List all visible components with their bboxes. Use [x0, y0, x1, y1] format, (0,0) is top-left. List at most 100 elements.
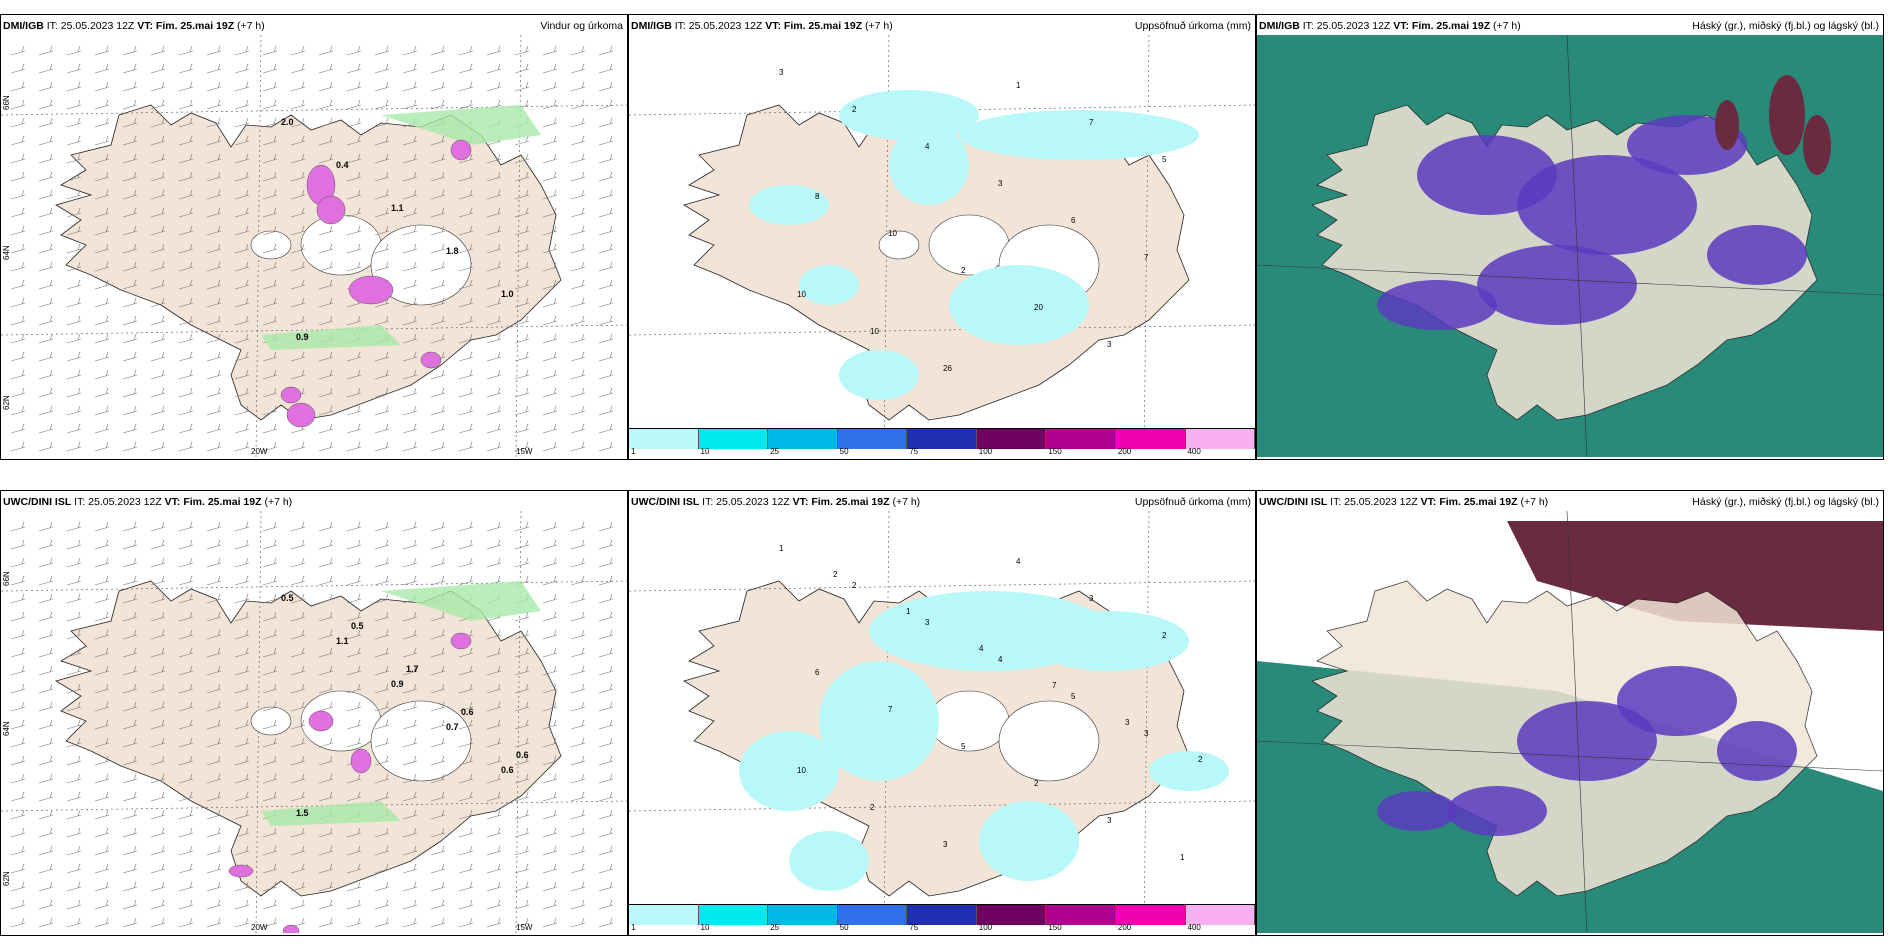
- model-name: UWC/DINI ISL: [1259, 496, 1328, 508]
- wind-barb: [178, 351, 194, 362]
- mid-cloud-patch: [1517, 155, 1697, 255]
- panel-title: Háský (gr.), miðský (fj.bl.) og lágský (…: [1692, 496, 1879, 508]
- precip-area: [799, 265, 859, 305]
- wind-barb: [430, 63, 446, 74]
- model-name: DMI/IGB: [1259, 20, 1300, 32]
- wind-barb: [542, 593, 558, 604]
- wind-barb: [430, 261, 446, 272]
- wind-barb: [430, 917, 446, 928]
- wind-barb: [150, 881, 166, 892]
- map-canvas: [1257, 35, 1883, 457]
- wind-barb: [150, 279, 166, 290]
- wind-barb: [318, 701, 334, 712]
- wind-barb: [150, 207, 166, 218]
- wind-barb: [374, 575, 390, 586]
- wind-barb: [290, 629, 306, 640]
- precip-value-label: 3: [1107, 816, 1112, 825]
- wind-barb: [234, 405, 250, 416]
- wind-barb: [94, 575, 110, 586]
- wind-barb: [94, 593, 110, 604]
- wind-barb: [374, 207, 390, 218]
- wind-barb: [458, 225, 474, 236]
- wind-barb: [234, 827, 250, 838]
- wind-barb: [430, 719, 446, 730]
- wind-barb: [234, 225, 250, 236]
- wind-barb: [234, 629, 250, 640]
- wind-barb: [234, 315, 250, 326]
- wind-barb: [346, 171, 362, 182]
- panel-title: Uppsöfnuð úrkoma (mm): [1134, 20, 1251, 32]
- wind-barb: [66, 575, 82, 586]
- precip-area: [889, 125, 969, 205]
- wind-barb: [38, 791, 54, 802]
- wind-barb: [10, 881, 26, 892]
- wind-barb: [234, 575, 250, 586]
- wind-barb: [122, 423, 138, 434]
- wind-barb: [346, 207, 362, 218]
- precip-area: [839, 90, 979, 140]
- wind-barb: [346, 629, 362, 640]
- wind-barb: [206, 665, 222, 676]
- wind-barb: [542, 423, 558, 434]
- wind-barb: [10, 539, 26, 550]
- wind-barb: [514, 827, 530, 838]
- colorbar-tick: 1: [631, 923, 636, 932]
- valid-time-label: VT:: [1420, 496, 1437, 508]
- wind-barb: [66, 405, 82, 416]
- wind-barb: [598, 45, 614, 56]
- valid-time: Fim. 25.mai 19Z: [153, 20, 238, 32]
- wind-barb: [234, 881, 250, 892]
- wind-barb: [178, 575, 194, 586]
- wind-barb: [66, 917, 82, 928]
- wind-barb: [458, 917, 474, 928]
- wind-barb: [402, 899, 418, 910]
- wind-barb: [262, 611, 278, 622]
- glacier: [928, 214, 1010, 276]
- wind-barb: [94, 207, 110, 218]
- wind-barb: [290, 117, 306, 128]
- wind-barb: [402, 791, 418, 802]
- precip-value-label: 1.7: [406, 664, 419, 674]
- wind-barb: [486, 441, 502, 452]
- wind-barb: [290, 207, 306, 218]
- wind-barb: [430, 575, 446, 586]
- panel-r1-c2: UWC/DINI ISL IT: 25.05.2023 12Z VT: Fim.…: [1256, 490, 1884, 936]
- wind-barb: [10, 369, 26, 380]
- wind-barb: [290, 683, 306, 694]
- graticule-line: [629, 104, 1255, 116]
- wind-barb: [122, 665, 138, 676]
- wind-barb: [206, 827, 222, 838]
- wind-barb: [178, 333, 194, 344]
- wind-barb: [570, 81, 586, 92]
- wind-barb: [290, 737, 306, 748]
- wind-barb: [318, 647, 334, 658]
- colorbar-segment: [629, 905, 699, 925]
- wind-barb: [150, 171, 166, 182]
- wind-barb: [458, 63, 474, 74]
- wind-barb: [150, 333, 166, 344]
- wind-barb: [514, 171, 530, 182]
- wind-barb: [262, 791, 278, 802]
- wind-barb: [570, 351, 586, 362]
- wind-barb: [234, 719, 250, 730]
- wind-barb: [178, 629, 194, 640]
- wind-barb: [542, 539, 558, 550]
- wind-barb: [10, 737, 26, 748]
- wind-barb: [10, 809, 26, 820]
- wind-barb: [262, 863, 278, 874]
- wind-barb: [150, 827, 166, 838]
- wind-barb: [430, 387, 446, 398]
- wind-barb: [542, 369, 558, 380]
- colorbar-tick: 75: [909, 923, 919, 932]
- wind-barb: [570, 881, 586, 892]
- mid-cloud-patch: [1707, 225, 1807, 285]
- mid-cloud-patch: [1377, 280, 1497, 330]
- wind-barb: [262, 189, 278, 200]
- wind-barb: [150, 117, 166, 128]
- wind-barb: [346, 575, 362, 586]
- wind-barb: [234, 845, 250, 856]
- wind-barb: [290, 279, 306, 290]
- wind-barb: [402, 683, 418, 694]
- wind-barb: [66, 557, 82, 568]
- wind-barb: [94, 279, 110, 290]
